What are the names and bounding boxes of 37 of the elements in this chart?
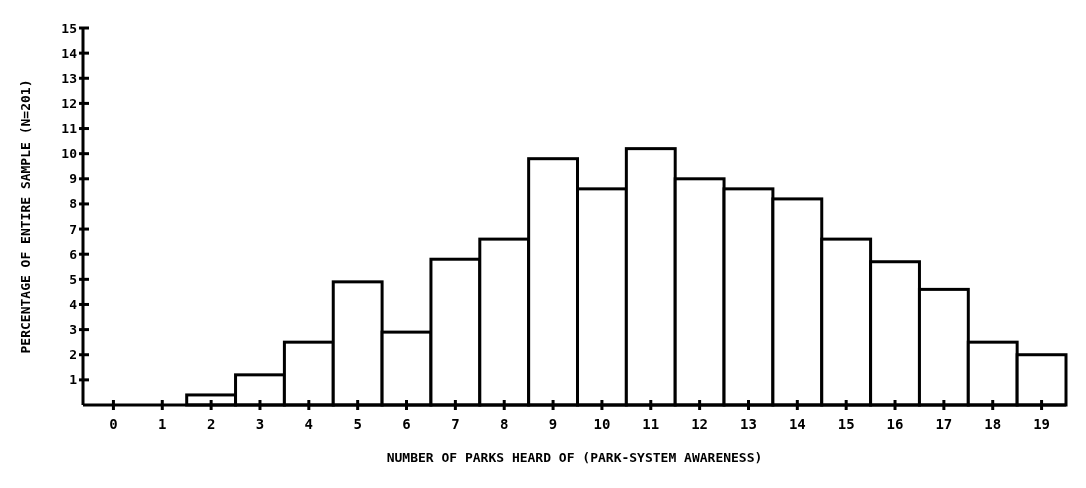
- x-tick-label: 6: [402, 416, 411, 432]
- x-tick-label: 0: [109, 416, 118, 432]
- y-axis-title: PERCENTAGE OF ENTIRE SAMPLE (N=201): [18, 79, 33, 354]
- x-axis-title: NUMBER OF PARKS HEARD OF (PARK-SYSTEM AWARENESS): [386, 450, 763, 465]
- x-tick-label: 19: [1033, 416, 1050, 432]
- y-tick-label: 12: [61, 95, 77, 111]
- x-tick-label: 11: [642, 416, 660, 432]
- y-tick-label: 15: [61, 20, 77, 36]
- y-tick-label: 8: [69, 196, 78, 212]
- y-tick-label: 10: [61, 146, 78, 162]
- x-tick-label: 5: [353, 416, 362, 432]
- y-tick-label: 11: [61, 121, 78, 137]
- y-tick-label: 2: [69, 347, 77, 363]
- y-tick-label: 4: [69, 297, 78, 313]
- y-tick-label: 7: [69, 221, 77, 237]
- y-tick-label: 6: [69, 246, 78, 262]
- x-tick-label: 15: [837, 416, 855, 432]
- x-tick-label: 7: [451, 416, 460, 432]
- y-tick-label: 3: [69, 322, 77, 338]
- y-tick-label: 1: [69, 372, 78, 388]
- y-tick-label: 5: [69, 271, 77, 287]
- x-tick-label: 8: [500, 416, 509, 432]
- x-tick-label: 12: [691, 416, 709, 432]
- y-tick-label: 9: [69, 171, 77, 187]
- x-tick-label: 14: [788, 416, 806, 432]
- y-tick-label: 13: [61, 70, 77, 86]
- x-tick-label: 10: [593, 416, 611, 432]
- y-tick-label: 14: [61, 45, 78, 61]
- x-tick-label: 16: [886, 416, 904, 432]
- x-tick-label: 3: [255, 416, 265, 432]
- x-tick-label: 1: [158, 416, 167, 432]
- x-tick-label: 2: [206, 416, 216, 432]
- x-tick-label: 4: [304, 416, 314, 432]
- x-tick-label: 13: [740, 416, 757, 432]
- x-tick-label: 9: [548, 416, 558, 432]
- x-tick-label: 18: [984, 416, 1002, 432]
- x-tick-label: 17: [935, 416, 953, 432]
